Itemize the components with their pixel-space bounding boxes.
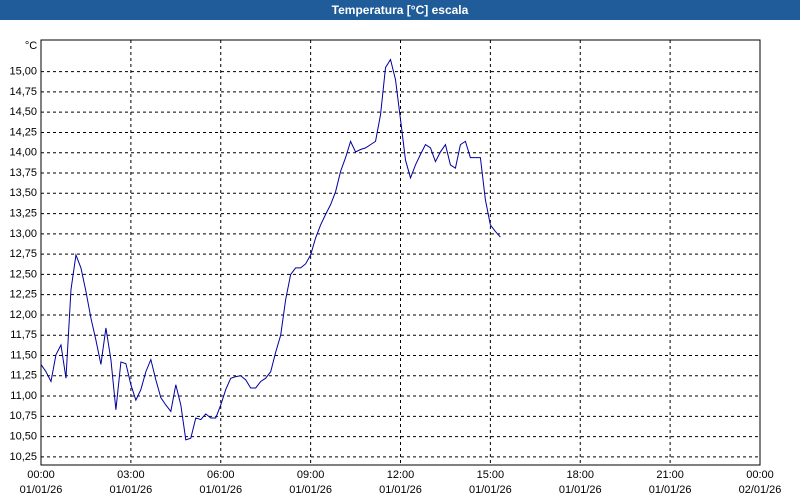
x-tick-date: 01/01/26: [109, 484, 152, 496]
y-tick-label: 12,50: [9, 268, 37, 280]
x-tick-date: 01/01/26: [20, 484, 63, 496]
title-bar: [0, 0, 800, 20]
x-tick-date: 01/01/26: [379, 484, 422, 496]
y-tick-label: 11,25: [10, 370, 37, 382]
y-tick-label: 13,00: [9, 228, 37, 240]
y-axis-label: °C: [25, 40, 37, 52]
y-tick-label: 10,25: [9, 451, 37, 463]
y-tick-label: 15,00: [9, 66, 37, 78]
y-tick-label: 12,75: [9, 248, 37, 260]
x-tick-date: 01/01/26: [199, 484, 242, 496]
y-tick-label: 12,25: [9, 289, 37, 301]
x-tick-label: 00:00: [27, 469, 55, 481]
x-tick-label: 03:00: [117, 469, 145, 481]
y-tick-label: 12,00: [9, 309, 37, 321]
x-tick-label: 09:00: [297, 469, 325, 481]
x-tick-date: 01/01/26: [559, 484, 602, 496]
y-tick-label: 14,50: [9, 106, 37, 118]
x-tick-date: 01/01/26: [469, 484, 512, 496]
x-tick-label: 18:00: [566, 469, 594, 481]
y-tick-label: 10,75: [9, 410, 37, 422]
y-tick-label: 13,75: [9, 167, 37, 179]
y-tick-label: 13,25: [9, 207, 37, 219]
y-tick-label: 14,75: [9, 86, 37, 98]
x-tick-label: 15:00: [477, 469, 505, 481]
y-tick-label: 11,00: [10, 390, 37, 402]
chart-title: Temperatura [°C] escala: [332, 3, 469, 17]
x-tick-label: 21:00: [656, 469, 684, 481]
x-tick-date: 01/01/26: [649, 484, 692, 496]
x-tick-label: 00:00: [746, 469, 774, 481]
x-tick-label: 12:00: [387, 469, 415, 481]
y-tick-label: 13,50: [9, 187, 37, 199]
x-tick-date: 01/01/26: [289, 484, 332, 496]
y-tick-label: 11,75: [10, 329, 37, 341]
y-tick-label: 14,25: [9, 126, 37, 138]
y-tick-label: 14,00: [9, 147, 37, 159]
y-tick-label: 10,50: [9, 431, 37, 443]
y-tick-label: 11,50: [10, 349, 37, 361]
x-tick-label: 06:00: [207, 469, 235, 481]
temperature-line: [40, 58, 501, 441]
x-tick-date: 02/01/26: [739, 484, 782, 496]
